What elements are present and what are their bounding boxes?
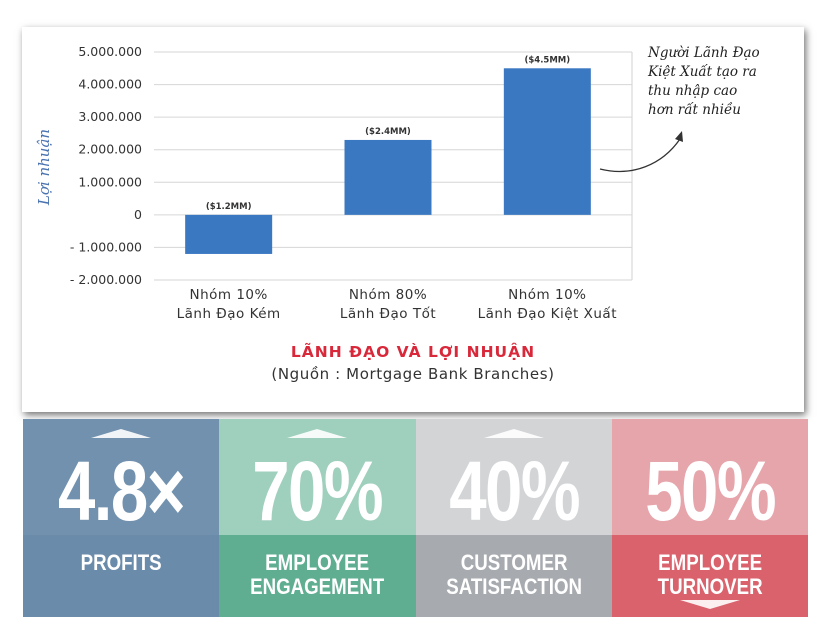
stat-label-line: EMPLOYEE — [657, 550, 762, 575]
stat-employee-turnover: 50% EMPLOYEE TURNOVER — [611, 419, 808, 617]
y-tick-label: 2.000.000 — [78, 142, 142, 157]
stat-value: 4.8× — [57, 444, 186, 538]
stat-label-line: EMPLOYEE — [265, 550, 370, 575]
stat-bottom-panel — [23, 535, 220, 617]
data-label: ($2.4MM) — [365, 127, 411, 137]
stat-label: PROFITS — [38, 551, 205, 575]
bar — [185, 214, 273, 254]
stat-employee-engagement: 70% EMPLOYEE ENGAGEMENT — [219, 419, 416, 617]
x-category-label: Lãnh Đạo Kém — [177, 306, 281, 322]
stat-customer-satisfaction: 40% CUSTOMER SATISFACTION — [415, 419, 612, 617]
annotation-line: Kiệt Xuất tạo ra — [648, 64, 757, 80]
y-tick-label: - 2.000.000 — [70, 272, 142, 287]
stat-top-panel — [219, 419, 416, 535]
y-tick-label: 4.000.000 — [78, 77, 142, 92]
y-tick-label: - 1.000.000 — [70, 239, 142, 254]
data-label: ($4.5MM) — [524, 55, 570, 65]
y-tick-label: 0 — [134, 207, 142, 222]
x-category-label: Lãnh Đạo Kiệt Xuất — [478, 306, 617, 322]
stat-top-panel — [611, 419, 808, 535]
x-category-label: Nhóm 10% — [508, 287, 586, 303]
stat-top-panel — [415, 419, 612, 535]
stat-top-panel — [23, 419, 220, 535]
chart-card: 5.000.000 4.000.000 3.000.000 2.000.000 1.00… — [22, 27, 804, 412]
bar — [503, 68, 591, 215]
stat-label-line: TURNOVER — [657, 574, 763, 599]
stat-label-line: PROFITS — [80, 550, 162, 575]
bar — [344, 139, 432, 215]
arrow-icon — [287, 429, 348, 438]
stat-label-line: ENGAGEMENT — [250, 574, 385, 599]
y-axis-label: Lợi nhuận — [35, 129, 53, 206]
chart-title: LÃNH ĐẠO VÀ LỢI NHUẬN — [290, 343, 536, 361]
stats-strip: 4.8× PROFITS 70% EMPLOYEE ENGAGEMENT 40%… — [23, 419, 808, 617]
stat-label-line: CUSTOMER — [460, 550, 567, 575]
chart-subtitle: (Nguồn : Mortgage Bank Branches) — [271, 365, 555, 383]
bar-chart: 5.000.000 4.000.000 3.000.000 2.000.000 1.00… — [35, 44, 683, 322]
stat-bottom-panel — [219, 535, 416, 617]
y-tick-label: 1.000.000 — [78, 174, 142, 189]
x-category-label: Nhóm 80% — [349, 287, 427, 303]
stat-value: 70% — [252, 444, 384, 538]
stat-label: EMPLOYEE ENGAGEMENT — [234, 551, 401, 599]
stat-profits: 4.8× PROFITS — [23, 419, 220, 617]
annotation-line: Người Lãnh Đạo — [648, 45, 760, 61]
stat-bottom-panel — [415, 535, 612, 617]
y-tick-label: 5.000.000 — [78, 44, 142, 59]
annotation-line: hơn rất nhiều — [648, 102, 741, 118]
arrow-icon — [91, 429, 152, 438]
arrow-icon — [483, 429, 544, 438]
annotation-arrowhead — [675, 131, 683, 142]
stat-value: 40% — [448, 444, 580, 538]
chart-annotation: Người Lãnh Đạo Kiệt Xuất tạo ra thu nhập… — [648, 44, 798, 120]
stat-value: 50% — [645, 444, 776, 538]
x-category-label: Lãnh Đạo Tốt — [340, 305, 436, 322]
x-category-label: Nhóm 10% — [189, 287, 267, 303]
arrow-icon — [679, 600, 740, 609]
stat-label: EMPLOYEE TURNOVER — [626, 551, 793, 599]
y-tick-label: 3.000.000 — [78, 109, 142, 124]
stat-label: CUSTOMER SATISFACTION — [430, 551, 597, 599]
annotation-arrow — [599, 138, 681, 173]
data-label: ($1.2MM) — [206, 202, 252, 212]
stat-label-line: SATISFACTION — [445, 574, 582, 599]
annotation-line: thu nhập cao — [648, 83, 738, 99]
